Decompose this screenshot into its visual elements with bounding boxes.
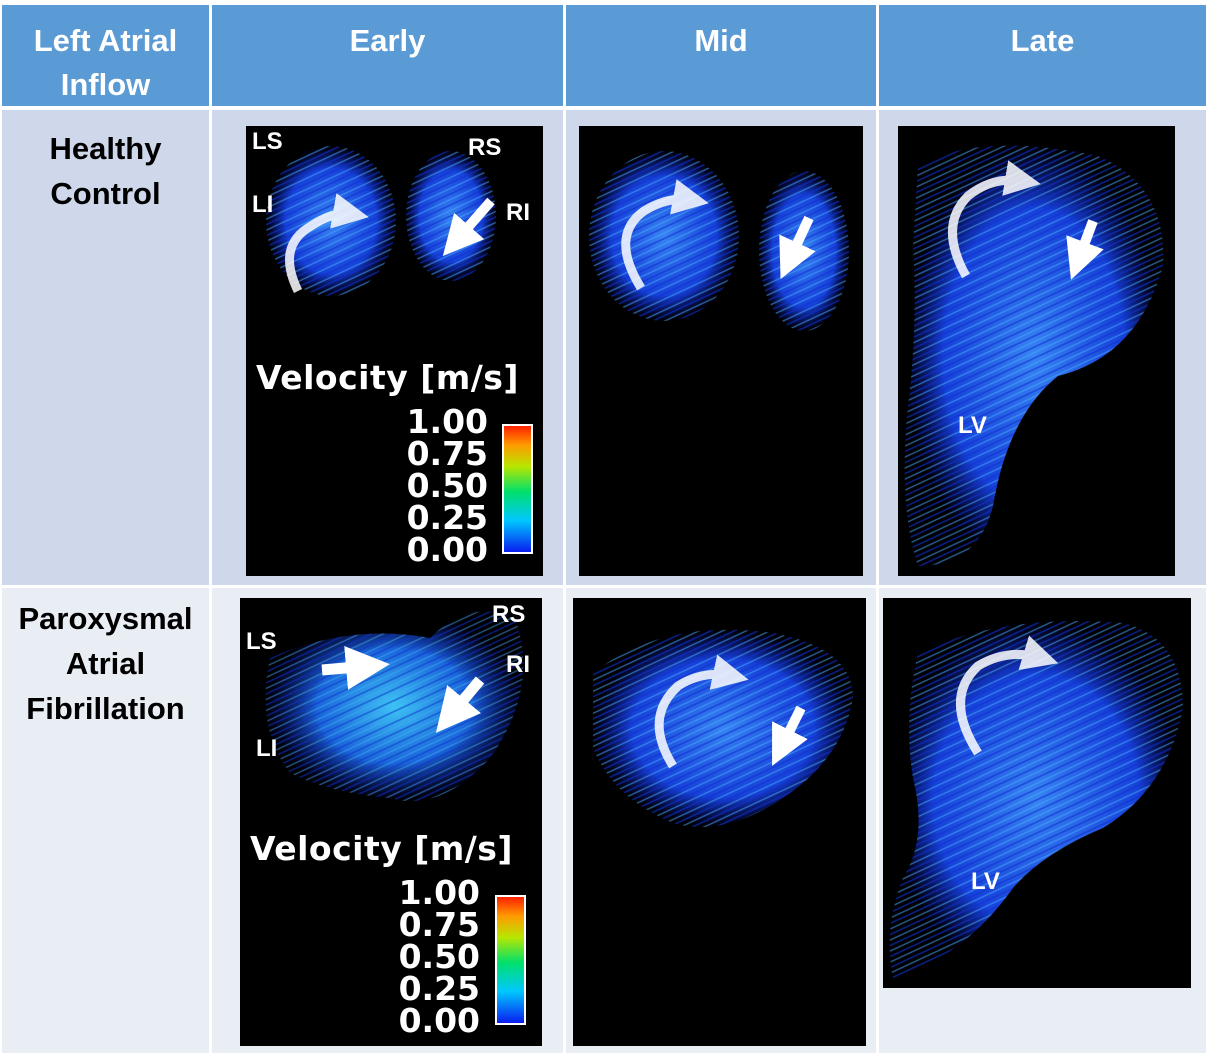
legend-tick-1: 1.00 (398, 873, 480, 912)
column-header-mid-label: Mid (694, 23, 748, 58)
flow-visualization (265, 611, 524, 802)
legend-tick-3: 0.50 (398, 937, 480, 976)
flow-panel-healthy-early: LS LI RS RI Velocity [m/s] 1.00 0.75 0.5… (246, 126, 543, 576)
header-corner-line-1: Left Atrial (33, 23, 178, 58)
legend-tick-4: 0.25 (398, 969, 480, 1008)
flow-panel-healthy-late: LV (898, 126, 1175, 576)
label-li: LI (252, 191, 274, 218)
column-header-late-label: Late (1010, 23, 1075, 58)
legend-title: Velocity [m/s] (256, 358, 519, 397)
column-header-early: Early (212, 5, 563, 106)
label-lv: LV (971, 868, 1000, 895)
legend-tick-1: 1.00 (406, 402, 488, 441)
legend-tick-2: 0.75 (406, 434, 488, 473)
row-header-paf-line-3: Fibrillation (26, 691, 185, 726)
flow-visualization (593, 629, 853, 828)
flow-panel-paf-late: LV (883, 598, 1191, 988)
row-header-paf-line-2: Atrial (65, 646, 146, 681)
flow-panel-paf-mid (573, 598, 866, 1046)
column-header-mid: Mid (566, 5, 876, 106)
legend-tick-5: 0.00 (406, 530, 488, 569)
flow-visualization (266, 146, 496, 296)
header-corner: Left Atrial Inflow (2, 5, 209, 106)
label-ls: LS (246, 628, 277, 655)
row-header-healthy-line-2: Control (50, 176, 161, 211)
legend-tick-5: 0.00 (398, 1001, 480, 1040)
row-header-paf-line-1: Paroxysmal (18, 601, 193, 636)
flow-visualization (589, 151, 849, 331)
legend-title: Velocity [m/s] (250, 829, 513, 868)
flow-visualization (904, 145, 1164, 567)
legend-tick-4: 0.25 (406, 498, 488, 537)
flow-panel-healthy-mid (579, 126, 863, 576)
legend-colorbar (495, 895, 526, 1025)
legend-tick-2: 0.75 (398, 905, 480, 944)
row-header-healthy-control: Healthy Control (2, 110, 209, 585)
label-ls: LS (252, 128, 283, 155)
row-header-healthy-line-1: Healthy (49, 131, 162, 166)
label-rs: RS (468, 134, 502, 161)
label-ri: RI (506, 199, 530, 226)
label-rs: RS (492, 601, 526, 628)
flow-visualization (889, 621, 1183, 978)
row-header-paroxysmal-af: Paroxysmal Atrial Fibrillation (2, 588, 209, 1053)
column-header-early-label: Early (349, 23, 426, 58)
label-li: LI (256, 735, 278, 762)
flow-panel-paf-early: LS LI RS RI Velocity [m/s] 1.00 0.75 0.5… (240, 598, 542, 1046)
label-lv: LV (958, 412, 987, 439)
legend-colorbar (502, 424, 533, 554)
label-ri: RI (506, 651, 530, 678)
column-header-late: Late (879, 5, 1206, 106)
header-corner-line-2: Inflow (60, 67, 151, 102)
legend-tick-3: 0.50 (406, 466, 488, 505)
